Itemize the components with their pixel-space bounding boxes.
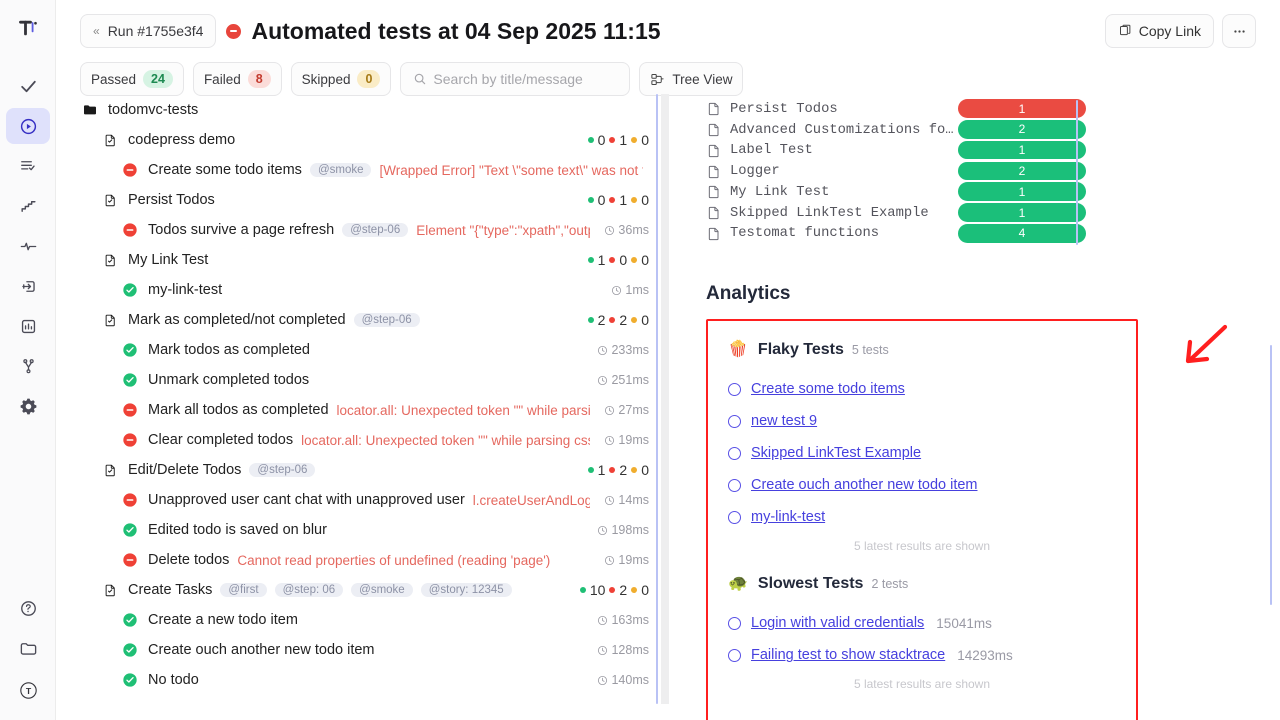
svg-text:T: T [25,686,31,696]
